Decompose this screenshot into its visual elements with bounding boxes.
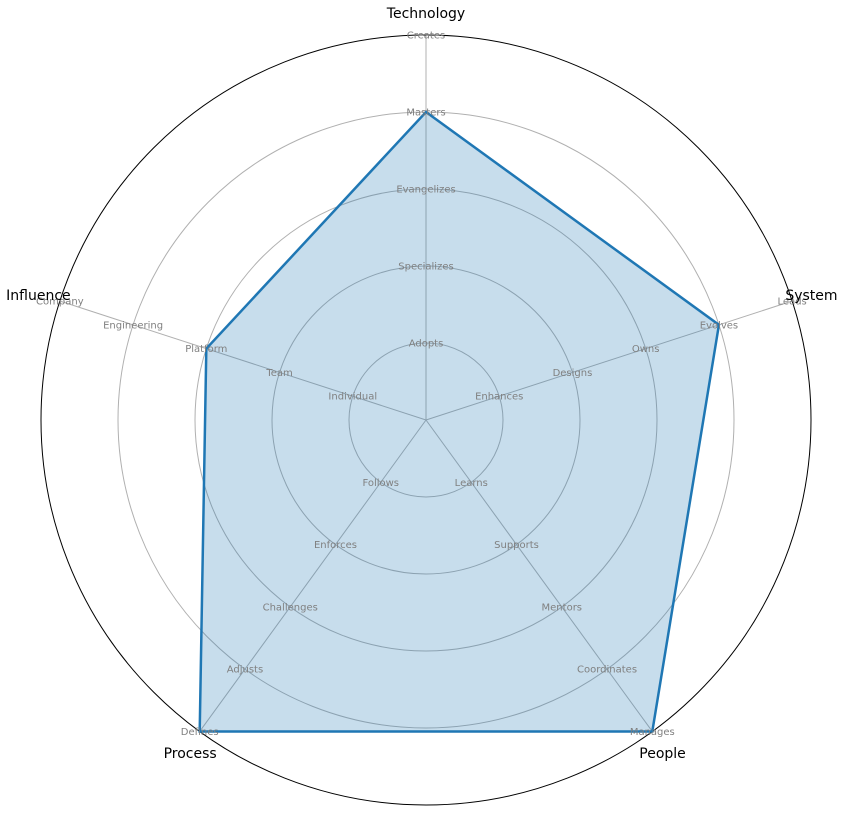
tick-label-system-leads: Leads — [778, 297, 807, 308]
axis-label-people: People — [639, 746, 686, 762]
tick-label-people-coordinates: Coordinates — [577, 665, 637, 676]
tick-label-people-supports: Supports — [494, 540, 539, 551]
spoke-process — [199, 419, 427, 732]
tick-label-technology-specializes: Specializes — [398, 262, 453, 273]
tick-label-influence-platform: Platform — [185, 344, 227, 355]
tick-label-technology-evangelizes: Evangelizes — [396, 185, 455, 196]
axis-labels: Technology System People Process Influence — [6, 6, 837, 762]
axis-label-process: Process — [164, 746, 217, 762]
spoke-influence — [59, 300, 427, 421]
series-line — [198, 110, 721, 733]
tick-label-system-owns: Owns — [632, 344, 660, 355]
axis-label-system: System — [785, 288, 837, 304]
tick-label-people-mentors: Mentors — [542, 602, 582, 613]
tick-label-people-learns: Learns — [455, 478, 488, 489]
tick-label-system-designs: Designs — [553, 368, 593, 379]
spoke-people — [425, 419, 653, 732]
axis-label-influence: Influence — [6, 288, 71, 304]
axis-label-technology: Technology — [386, 6, 465, 22]
tick-label-technology-adopts: Adopts — [409, 339, 444, 350]
tick-label-influence-engineering: Engineering — [103, 320, 163, 331]
tick-label-influence-individual: Individual — [328, 392, 377, 403]
tick-label-process-adjusts: Adjusts — [227, 665, 263, 676]
series-area — [199, 112, 719, 732]
tick-label-system-evolves: Evolves — [700, 320, 738, 331]
grid-layer — [40, 34, 812, 806]
data-layer — [198, 110, 721, 733]
tick-labels: Adopts Specializes Evangelizes Masters Creat… — [36, 31, 807, 738]
tick-label-influence-team: Team — [265, 368, 292, 379]
tick-label-system-enhances: Enhances — [475, 392, 523, 403]
tick-label-technology-creates: Creates — [407, 31, 445, 42]
tick-label-process-challenges: Challenges — [263, 602, 318, 613]
spoke-system — [425, 300, 793, 421]
tick-label-technology-masters: Masters — [406, 108, 445, 119]
tick-label-people-manages: Manages — [630, 727, 675, 738]
tick-label-process-enforces: Enforces — [314, 540, 357, 551]
tick-label-process-follows: Follows — [362, 478, 399, 489]
outer-frame — [40, 34, 812, 806]
tick-label-process-defines: Defines — [181, 727, 219, 738]
tick-label-influence-company: Company — [36, 297, 84, 308]
